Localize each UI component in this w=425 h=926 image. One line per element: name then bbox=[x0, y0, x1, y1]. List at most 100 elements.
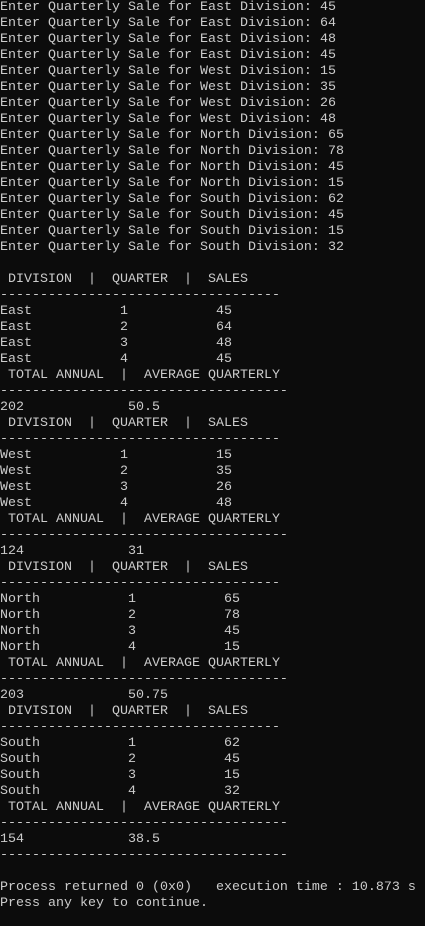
prompt-text: Enter Quarterly Sale for North Division: bbox=[0, 176, 320, 191]
sales-cell: 32 bbox=[224, 784, 240, 799]
prompt-value: 45 bbox=[328, 208, 344, 223]
prompt-text: Enter Quarterly Sale for South Division: bbox=[0, 224, 320, 239]
quarter-cell: 3 bbox=[120, 480, 128, 495]
quarter-cell: 2 bbox=[120, 464, 128, 479]
rule: ------------------------------------ bbox=[0, 816, 288, 831]
rule: ----------------------------------- bbox=[0, 288, 280, 303]
summary-header: TOTAL ANNUAL | AVERAGE QUARTERLY bbox=[0, 656, 280, 671]
total-cell: 202 bbox=[0, 400, 24, 415]
quarter-cell: 4 bbox=[120, 352, 128, 367]
average-cell: 31 bbox=[128, 544, 144, 559]
total-cell: 124 bbox=[0, 544, 24, 559]
prompt-text: Enter Quarterly Sale for North Division: bbox=[0, 128, 320, 143]
sales-cell: 48 bbox=[216, 496, 232, 511]
prompt-text: Enter Quarterly Sale for East Division: bbox=[0, 16, 312, 31]
prompt-text: Enter Quarterly Sale for South Division: bbox=[0, 192, 320, 207]
prompt-value: 65 bbox=[328, 128, 344, 143]
prompt-value: 32 bbox=[328, 240, 344, 255]
prompt-text: Enter Quarterly Sale for East Division: bbox=[0, 48, 312, 63]
rule: ----------------------------------- bbox=[0, 576, 280, 591]
rule: ------------------------------------ bbox=[0, 848, 288, 863]
table-header: DIVISION | QUARTER | SALES bbox=[0, 704, 248, 719]
prompt-value: 15 bbox=[320, 64, 336, 79]
division-cell: East bbox=[0, 320, 32, 335]
division-cell: South bbox=[0, 736, 40, 751]
sales-cell: 15 bbox=[224, 768, 240, 783]
quarter-cell: 2 bbox=[128, 752, 136, 767]
sales-cell: 65 bbox=[224, 592, 240, 607]
sales-cell: 45 bbox=[216, 352, 232, 367]
sales-cell: 45 bbox=[224, 624, 240, 639]
sales-cell: 15 bbox=[224, 640, 240, 655]
prompt-text: Enter Quarterly Sale for West Division: bbox=[0, 112, 312, 127]
quarter-cell: 1 bbox=[128, 736, 136, 751]
summary-header: TOTAL ANNUAL | AVERAGE QUARTERLY bbox=[0, 512, 280, 527]
division-cell: South bbox=[0, 784, 40, 799]
prompt-value: 15 bbox=[328, 224, 344, 239]
sales-cell: 26 bbox=[216, 480, 232, 495]
quarter-cell: 3 bbox=[128, 768, 136, 783]
division-cell: North bbox=[0, 640, 40, 655]
division-cell: North bbox=[0, 592, 40, 607]
table-header: DIVISION | QUARTER | SALES bbox=[0, 272, 248, 287]
quarter-cell: 3 bbox=[120, 336, 128, 351]
sales-cell: 15 bbox=[216, 448, 232, 463]
division-cell: East bbox=[0, 336, 32, 351]
quarter-cell: 4 bbox=[120, 496, 128, 511]
rule: ----------------------------------- bbox=[0, 432, 280, 447]
prompt-text: Enter Quarterly Sale for West Division: bbox=[0, 80, 312, 95]
prompt-text: Enter Quarterly Sale for East Division: bbox=[0, 0, 312, 15]
prompt-value: 62 bbox=[328, 192, 344, 207]
total-cell: 154 bbox=[0, 832, 24, 847]
division-cell: West bbox=[0, 448, 32, 463]
division-cell: South bbox=[0, 752, 40, 767]
prompt-text: Enter Quarterly Sale for East Division: bbox=[0, 32, 312, 47]
prompt-value: 45 bbox=[320, 0, 336, 15]
quarter-cell: 1 bbox=[120, 304, 128, 319]
continue-prompt: Press any key to continue. bbox=[0, 896, 208, 911]
table-header: DIVISION | QUARTER | SALES bbox=[0, 416, 248, 431]
prompt-value: 64 bbox=[320, 16, 336, 31]
rule: ------------------------------------ bbox=[0, 672, 288, 687]
quarter-cell: 4 bbox=[128, 784, 136, 799]
quarter-cell: 4 bbox=[128, 640, 136, 655]
average-cell: 50.5 bbox=[128, 400, 160, 415]
status-line: Process returned 0 (0x0) execution time … bbox=[0, 880, 416, 895]
division-cell: East bbox=[0, 304, 32, 319]
summary-header: TOTAL ANNUAL | AVERAGE QUARTERLY bbox=[0, 368, 280, 383]
quarter-cell: 1 bbox=[120, 448, 128, 463]
sales-cell: 78 bbox=[224, 608, 240, 623]
rule: ------------------------------------ bbox=[0, 528, 288, 543]
average-cell: 50.75 bbox=[128, 688, 168, 703]
division-cell: West bbox=[0, 464, 32, 479]
prompt-text: Enter Quarterly Sale for North Division: bbox=[0, 160, 320, 175]
prompt-value: 45 bbox=[320, 48, 336, 63]
prompt-value: 45 bbox=[328, 160, 344, 175]
prompt-value: 26 bbox=[320, 96, 336, 111]
table-header: DIVISION | QUARTER | SALES bbox=[0, 560, 248, 575]
division-cell: East bbox=[0, 352, 32, 367]
quarter-cell: 1 bbox=[128, 592, 136, 607]
prompt-value: 48 bbox=[320, 32, 336, 47]
sales-cell: 35 bbox=[216, 464, 232, 479]
sales-cell: 64 bbox=[216, 320, 232, 335]
prompt-value: 78 bbox=[328, 144, 344, 159]
average-cell: 38.5 bbox=[128, 832, 160, 847]
summary-header: TOTAL ANNUAL | AVERAGE QUARTERLY bbox=[0, 800, 280, 815]
rule: ----------------------------------- bbox=[0, 720, 280, 735]
prompt-text: Enter Quarterly Sale for South Division: bbox=[0, 208, 320, 223]
division-cell: West bbox=[0, 496, 32, 511]
total-cell: 203 bbox=[0, 688, 24, 703]
quarter-cell: 3 bbox=[128, 624, 136, 639]
sales-cell: 45 bbox=[216, 304, 232, 319]
sales-cell: 45 bbox=[224, 752, 240, 767]
prompt-value: 15 bbox=[328, 176, 344, 191]
quarter-cell: 2 bbox=[120, 320, 128, 335]
prompt-value: 35 bbox=[320, 80, 336, 95]
sales-cell: 62 bbox=[224, 736, 240, 751]
division-cell: West bbox=[0, 480, 32, 495]
prompt-text: Enter Quarterly Sale for North Division: bbox=[0, 144, 320, 159]
division-cell: South bbox=[0, 768, 40, 783]
sales-cell: 48 bbox=[216, 336, 232, 351]
